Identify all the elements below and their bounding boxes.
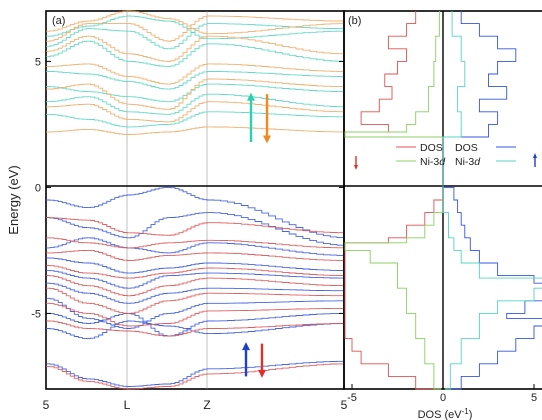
band-line [46,83,344,103]
dos-tick-label: 0 [440,392,446,404]
band-line [46,282,344,304]
band-line [46,126,345,135]
energy-tick-label: -5 [31,308,41,320]
orbital-label: d [439,156,446,168]
band-line [46,217,345,236]
band-line [46,15,344,40]
dos-axis-label-exponent: -1 [462,407,470,416]
band-line [46,93,345,115]
spin-down-legend-label: Ni-3d [420,156,446,168]
dos-axis-label-close: ) [469,409,473,420]
dos-curve [442,11,542,390]
band-line [46,237,344,256]
kpoint-tick-label: Z [203,398,210,412]
band-line [46,111,344,128]
band-line [46,363,345,390]
band-line [46,275,345,297]
band-line [46,257,345,274]
band-line [46,101,345,123]
band-line [46,186,345,239]
dos-axis-label: DOS (eV-1) [418,407,473,420]
band-line [46,15,345,42]
dos-tick-label: 5 [531,392,537,404]
dos-curve [344,11,444,390]
band-line [46,360,344,387]
energy-tick-label: 5 [35,56,41,68]
band-line [46,23,344,50]
spin-up-arrow-head [242,342,250,351]
band-line [46,287,345,314]
kpoint-tick-label: 5 [43,398,50,412]
spin-up-legend-label: Ni-3d [455,156,481,168]
band-line [46,320,344,340]
panel-a-band-structure: (a) Energy (eV) 5 0 -5 5 L Z 5 [6,10,348,412]
band-line [46,249,345,261]
band-line [46,63,345,85]
band-line [46,78,344,110]
energy-axis-label: Energy (eV) [6,165,21,234]
panel-b-dos: (b) -5 0 5 DOS (eV-1) DOS Ni-3d DOS Ni-3d [343,10,542,420]
orbital-label: d [474,156,481,168]
kpoint-tick-label: L [124,398,131,412]
band-line [46,71,344,90]
spin-up-spin-arrow-head [533,153,537,158]
band-line [46,265,344,279]
band-line [46,10,345,35]
band-line [46,237,345,249]
dos-tick-label: -5 [347,392,357,404]
kpoint-tick-label: 5 [341,398,348,412]
spin-down-legend-label: DOS [420,142,443,154]
band-line [46,212,345,246]
spin-down-arrow-head [263,135,271,144]
band-line [46,297,344,329]
panel-b-label: (b) [348,15,361,27]
spin-down-arrow-head [258,369,266,378]
band-line [46,40,345,67]
band-line [46,302,344,327]
dos-curve [442,11,542,390]
spin-up-arrow-head [247,92,255,101]
dos-curve [344,11,444,390]
spin-down-spin-arrow-head [354,165,358,170]
band-line [46,270,344,289]
band-line [46,35,345,62]
energy-tick-label: 0 [35,182,41,194]
spin-up-legend-label: DOS [455,142,478,154]
panel-a-label: (a) [52,15,65,27]
band-line [46,320,344,337]
